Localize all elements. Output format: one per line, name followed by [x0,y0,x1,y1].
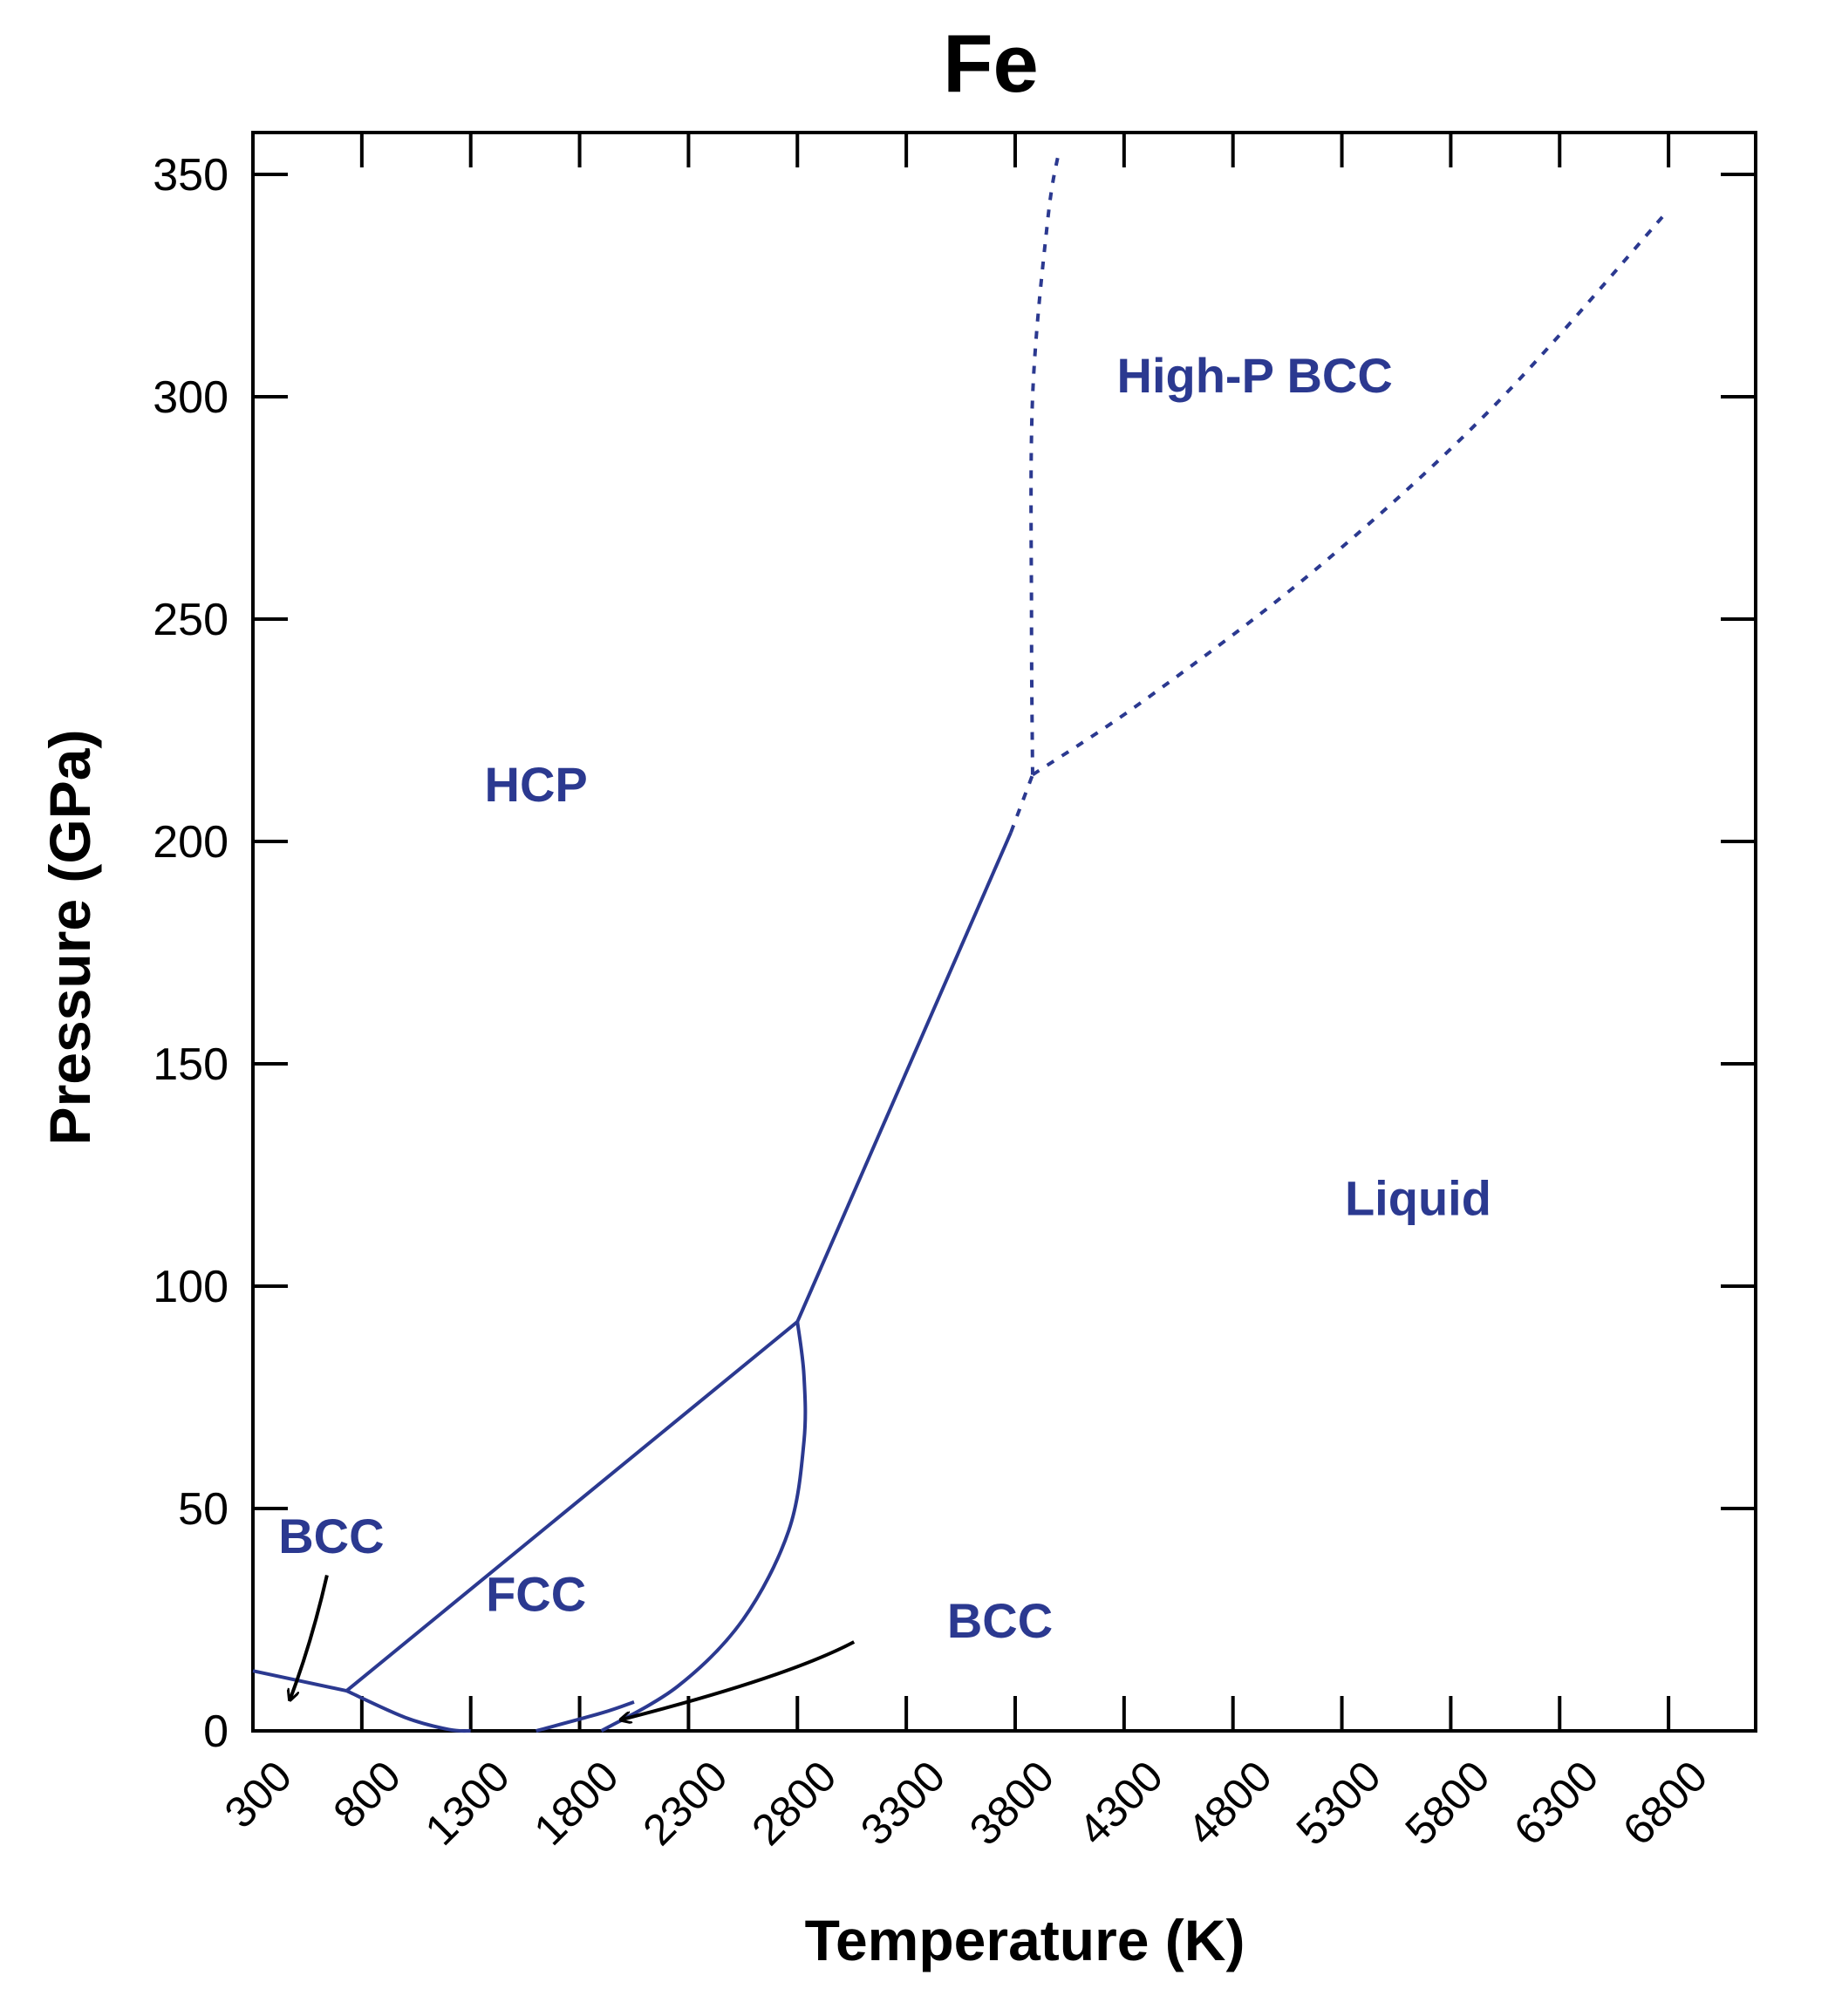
phase-boundary-4 [600,1321,808,1733]
x-tick-label: 6800 [1613,1752,1716,1855]
y-tick-label: 250 [153,595,229,645]
phase-label: HCP [485,757,588,812]
phase-boundary-3 [345,1320,799,1692]
x-tick-label: 3300 [851,1752,954,1855]
x-tick-label: 6300 [1504,1752,1607,1855]
x-tick-label: 5800 [1395,1752,1498,1855]
y-tick-label: 50 [178,1484,229,1535]
phase-boundary-dashed-8 [1029,152,1061,775]
chart-title: Fe [943,17,1039,109]
phase-label: FCC [486,1566,586,1621]
annotation-arrow [621,1640,856,1720]
phase-boundary-2 [345,1689,471,1733]
x-tick-label: 800 [324,1752,410,1838]
y-axis-label: Pressure (GPa) [38,730,102,1146]
x-tick-label: 4800 [1178,1752,1281,1855]
x-tick-label: 2300 [633,1752,736,1855]
x-tick-label: 3800 [960,1752,1063,1855]
x-tick-label: 1800 [525,1752,628,1855]
x-tick-label: 4300 [1069,1752,1172,1855]
plot-frame [251,131,1757,1733]
phase-label: High-P BCC [1117,348,1393,403]
y-tick-label: 350 [153,150,229,201]
x-tick-label: 5300 [1287,1752,1390,1855]
y-tick-label: 0 [203,1706,229,1757]
y-tick-label: 100 [153,1262,229,1312]
phase-boundary-5 [536,1699,635,1733]
x-axis-label: Temperature (K) [805,1908,1245,1972]
phase-label: BCC [278,1509,384,1563]
y-tick-label: 300 [153,372,229,423]
x-tick-label: 1300 [416,1752,519,1855]
phase-boundary-dashed-9 [1031,208,1670,777]
x-tick-label: 2800 [742,1752,845,1855]
phase-boundary-6 [795,832,1013,1323]
phase-boundary-dashed-7 [1009,773,1034,834]
y-tick-label: 200 [153,817,229,868]
x-tick-label: 300 [215,1752,302,1838]
plot-area: 300 800 1300 1800 2300 2800 3300 3800 4300 4800 53… [153,131,1757,1855]
phase-label: BCC [947,1593,1053,1648]
phase-label: Liquid [1345,1170,1491,1225]
annotation-arrow [290,1575,329,1700]
phase-boundary-1 [252,1669,347,1693]
y-tick-label: 150 [153,1039,229,1090]
